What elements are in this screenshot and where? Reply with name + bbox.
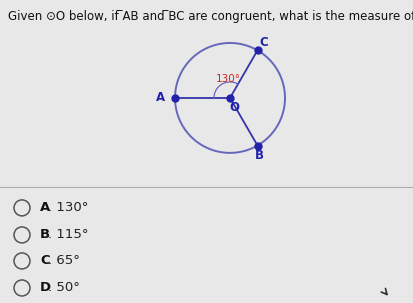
Text: O: O: [229, 102, 239, 115]
Text: . 130°: . 130°: [48, 201, 88, 215]
Text: B: B: [40, 228, 50, 241]
Text: 130°: 130°: [216, 74, 240, 84]
Text: . 50°: . 50°: [48, 281, 80, 295]
Text: B: B: [255, 149, 264, 162]
Text: Given ⊙O below, if ̅AB and ̅BC are congruent, what is the measure of ∠BOC?: Given ⊙O below, if ̅AB and ̅BC are congr…: [8, 10, 413, 23]
Text: A: A: [157, 92, 166, 105]
Text: C: C: [259, 36, 268, 49]
Text: D: D: [40, 281, 51, 295]
Text: . 65°: . 65°: [48, 255, 80, 268]
Text: C: C: [40, 255, 50, 268]
Text: A: A: [40, 201, 50, 215]
Text: . 115°: . 115°: [48, 228, 88, 241]
